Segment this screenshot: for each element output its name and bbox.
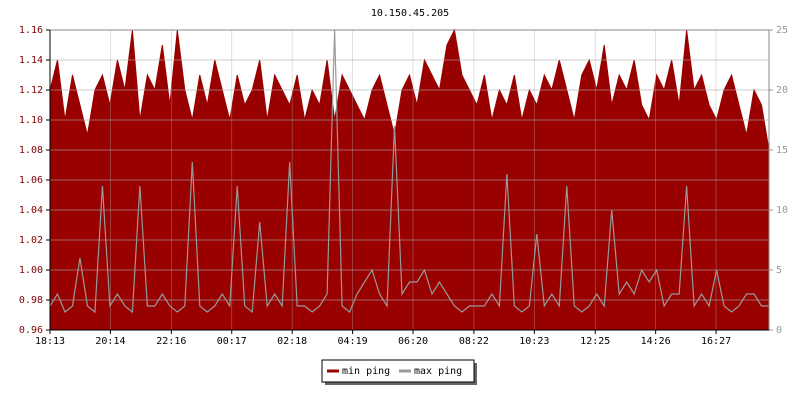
y-tick-label: 1.16 xyxy=(19,25,43,36)
y2-tick-label: 0 xyxy=(776,325,782,336)
y2-tick-label: 25 xyxy=(776,25,788,36)
x-tick-label: 00:17 xyxy=(217,336,247,347)
y-tick-label: 0.98 xyxy=(19,295,43,306)
x-tick-label: 16:27 xyxy=(701,336,731,347)
legend xyxy=(321,359,475,383)
y-tick-label: 1.06 xyxy=(19,175,43,186)
x-tick-label: 08:22 xyxy=(459,336,489,347)
y-tick-label: 1.02 xyxy=(19,235,43,246)
x-tick-label: 22:16 xyxy=(156,336,186,347)
x-tick-label: 18:13 xyxy=(35,336,65,347)
x-tick-label: 20:14 xyxy=(95,336,125,347)
line xyxy=(49,29,769,314)
legend-label: max ping xyxy=(414,366,462,377)
y-tick-label: 1.00 xyxy=(19,265,43,276)
y2-tick-label: 5 xyxy=(776,265,782,276)
y-tick-label: 1.10 xyxy=(19,115,43,126)
y2-tick-label: 20 xyxy=(776,85,788,96)
y-tick-label: 1.12 xyxy=(19,85,43,96)
x-tick-label: 04:19 xyxy=(338,336,368,347)
y-tick-label: 1.08 xyxy=(19,145,43,156)
y-tick-label: 1.14 xyxy=(19,55,43,66)
y2-tick-label: 15 xyxy=(776,145,788,156)
y2-tick-label: 10 xyxy=(776,205,788,216)
chart-title: 10.150.45.205 xyxy=(371,8,449,19)
x-tick-label: 06:20 xyxy=(398,336,428,347)
x-tick-label: 02:18 xyxy=(277,336,307,347)
y-tick-label: 0.96 xyxy=(19,325,43,336)
y-tick-label: 1.04 xyxy=(19,205,43,216)
x-tick-label: 12:25 xyxy=(580,336,610,347)
legend-label: min ping xyxy=(342,366,390,377)
x-tick-label: 14:26 xyxy=(641,336,671,347)
x-tick-label: 10:23 xyxy=(519,336,549,347)
